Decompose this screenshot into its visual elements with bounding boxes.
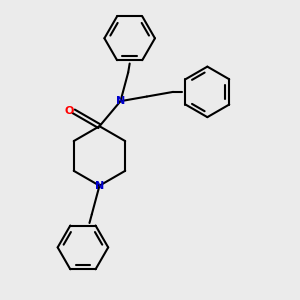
Text: N: N bbox=[116, 96, 125, 106]
Text: N: N bbox=[95, 181, 104, 191]
Text: O: O bbox=[64, 106, 74, 116]
